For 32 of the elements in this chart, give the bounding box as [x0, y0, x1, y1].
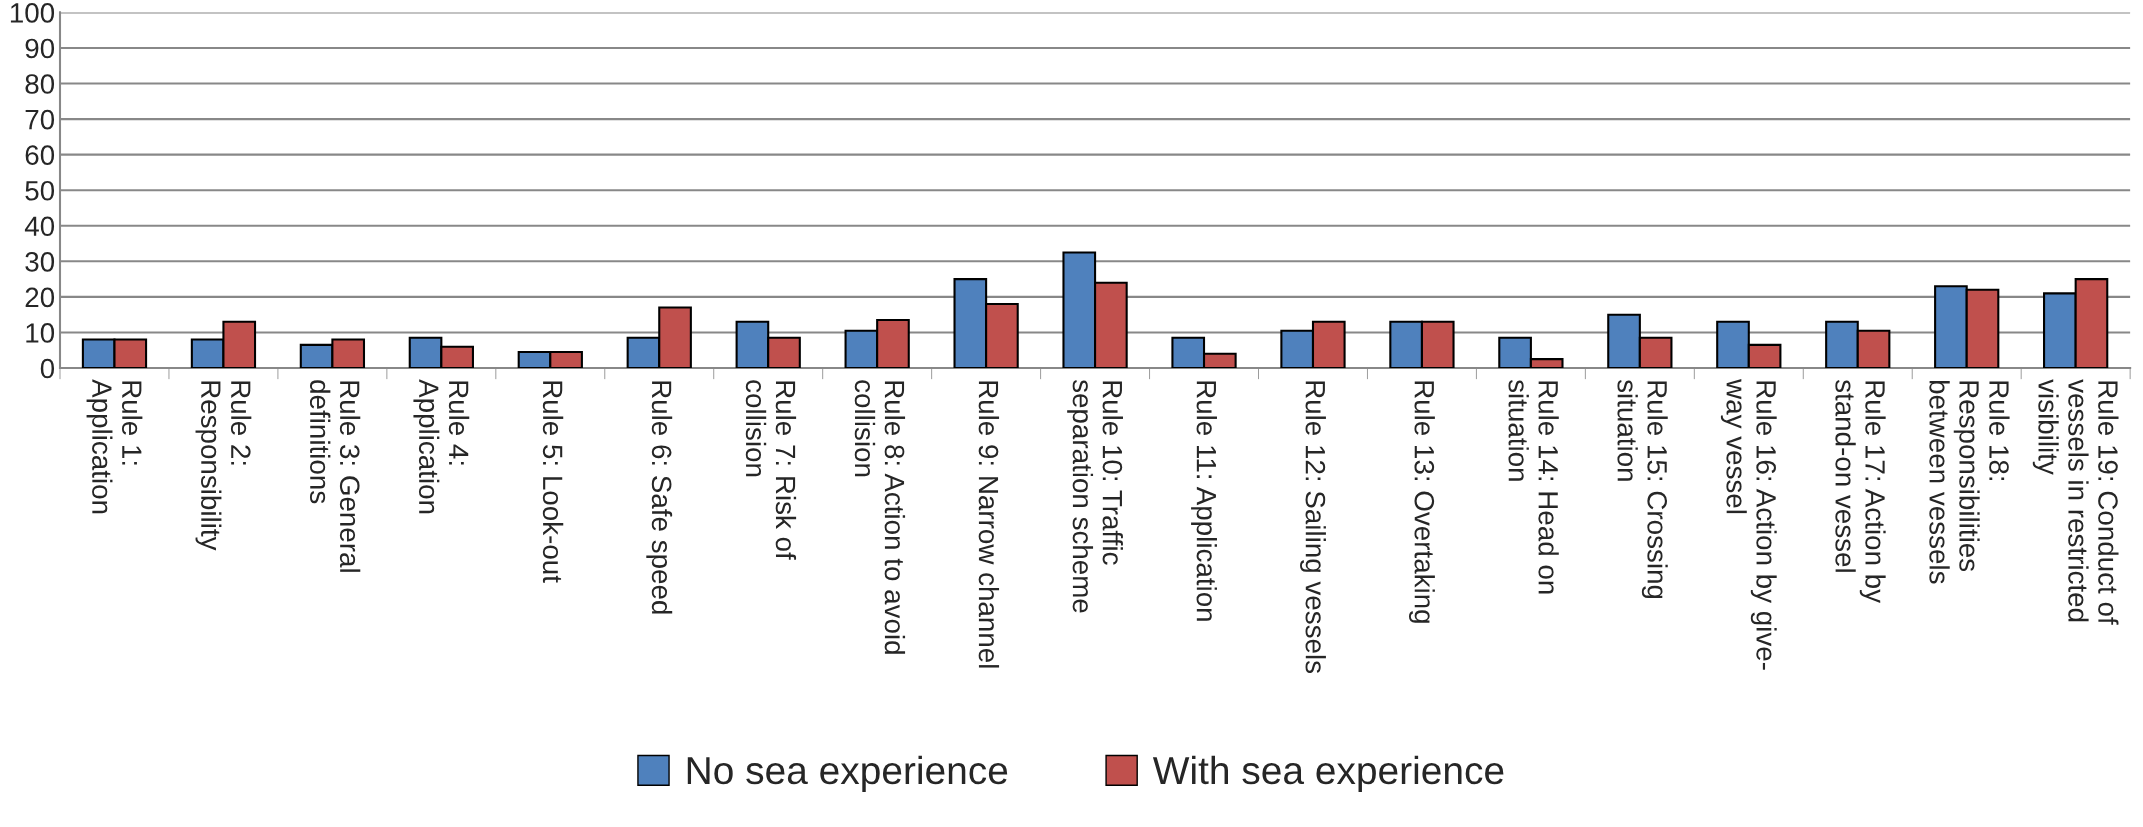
x-tick-label: Rule 1: Application — [86, 379, 143, 514]
x-tick-label: Rule 14: Head on situation — [1508, 379, 1559, 594]
x-tick-label: Rule 17: Action by stand-on vessel — [1835, 379, 1886, 603]
legend-label: With sea experience — [1152, 755, 1504, 792]
x-tick-label: Rule 16: Action by give- way vessel — [1720, 379, 1777, 670]
y-tick-label: 40 — [24, 216, 55, 237]
x-tick-label: Rule 19: Conduct of vessels in restricted visibility — [2032, 379, 2119, 625]
x-tick-label: Rule 15: Crossing situation — [1617, 379, 1668, 599]
x-tick-label: Rule 13: Overtaking — [1408, 381, 1435, 623]
x-tick-label: Rule 6: Safe speed — [646, 381, 673, 614]
x-tick-label: Rule 2: Responsibility — [195, 381, 252, 551]
legend-label: No sea experience — [687, 755, 1008, 792]
y-tick-label: 90 — [25, 38, 55, 59]
x-tick-label: Rule 12: Sailing vessels — [1300, 381, 1326, 674]
y-tick-label: 100 — [10, 3, 55, 23]
x-tick-label: Rule 7: Risk of collision — [745, 380, 797, 560]
y-tick-label: 30 — [25, 252, 55, 272]
y-tick-label: 20 — [25, 287, 55, 308]
x-tick-label: Rule 10: Traffic separation scheme — [1067, 379, 1123, 613]
y-tick-label: 60 — [25, 145, 55, 165]
y-tick-label: 70 — [25, 109, 55, 130]
x-tick-label: Rule 11: Application — [1191, 381, 1217, 621]
x-tick-label: Rule 18: Responsibilities between vessels — [1929, 380, 2010, 584]
x-tick-label: Rule 5: Look-out — [542, 381, 564, 583]
x-tick-label: Rule 3: General definitions — [309, 380, 361, 572]
y-tick-label: 80 — [25, 74, 55, 94]
y-tick-label: 0 — [40, 358, 55, 379]
x-tick-label: Rule 8: Action to avoid collision — [854, 380, 906, 654]
x-tick-label: Rule 9: Narrow channel — [978, 381, 1000, 668]
y-tick-label: 10 — [26, 323, 55, 343]
x-tick-label: Rule 4: Application — [413, 379, 470, 514]
y-tick-label: 50 — [25, 180, 55, 201]
